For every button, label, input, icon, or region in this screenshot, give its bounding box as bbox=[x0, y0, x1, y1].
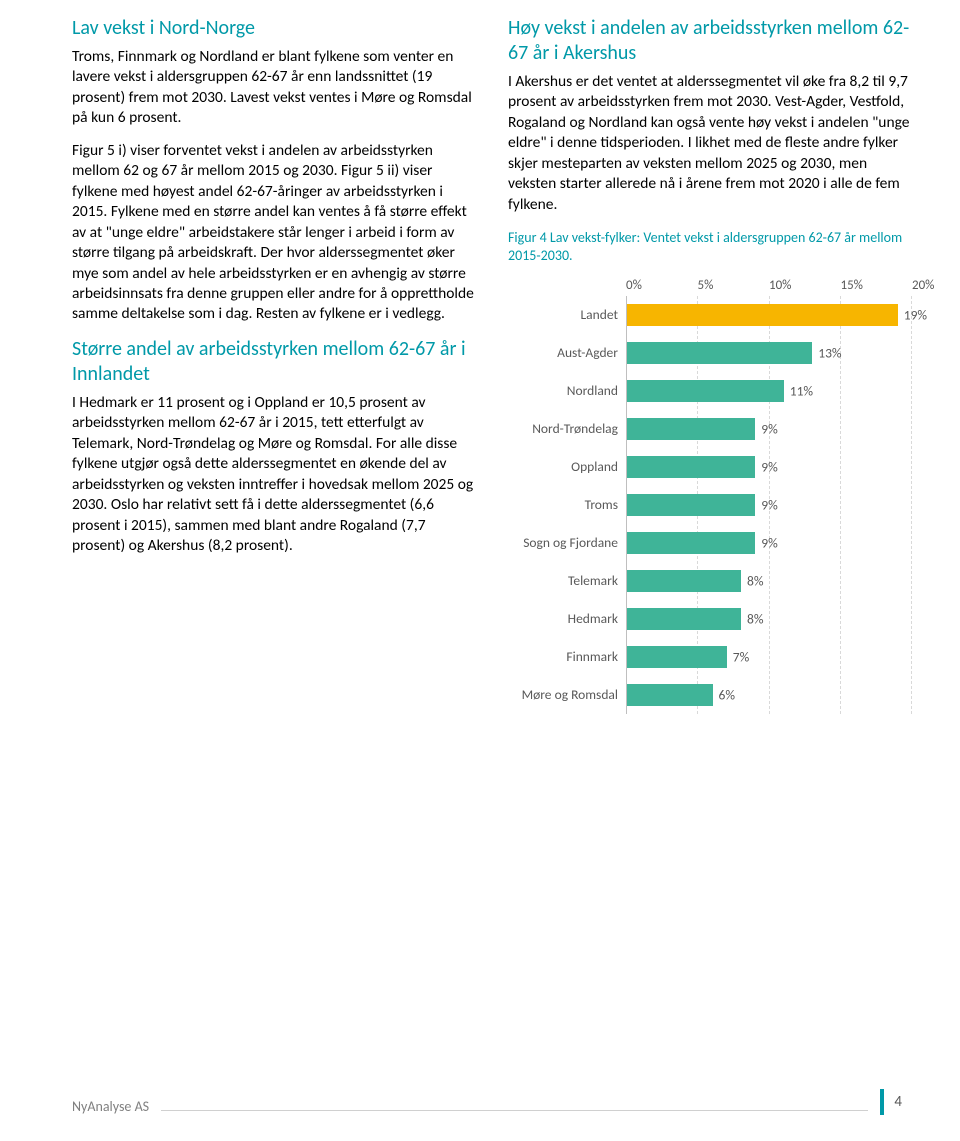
heading-lav-vekst: Lav vekst i Nord-Norge bbox=[72, 16, 476, 41]
bar-value-label: 6% bbox=[719, 686, 736, 703]
bar: 9% bbox=[627, 532, 755, 554]
bar-value-label: 9% bbox=[761, 534, 778, 551]
category-label: Hedmark bbox=[508, 600, 626, 638]
bar-row: 9% bbox=[627, 448, 912, 486]
bar: 8% bbox=[627, 608, 741, 630]
bar: 19% bbox=[627, 304, 898, 326]
bar: 11% bbox=[627, 380, 784, 402]
footer-rule bbox=[161, 1110, 868, 1111]
bar-value-label: 7% bbox=[733, 648, 750, 665]
plot-area: 19% 13% 11% 9% 9% 9% 9% 8% 8% 7% 6% bbox=[626, 296, 912, 714]
x-axis: 0%5%10%15%20% bbox=[508, 276, 912, 296]
category-label: Aust-Agder bbox=[508, 334, 626, 372]
bar: 9% bbox=[627, 494, 755, 516]
paragraph: Figur 5 i) viser forventet vekst i andel… bbox=[72, 141, 476, 325]
category-label: Oppland bbox=[508, 448, 626, 486]
category-label: Landet bbox=[508, 296, 626, 334]
left-column: Lav vekst i Nord-Norge Troms, Finnmark o… bbox=[72, 16, 476, 714]
paragraph: I Akershus er det ventet at alderssegmen… bbox=[508, 72, 912, 215]
category-label: Sogn og Fjordane bbox=[508, 524, 626, 562]
bar-value-label: 8% bbox=[747, 610, 764, 627]
bar: 13% bbox=[627, 342, 812, 364]
bar: 6% bbox=[627, 684, 713, 706]
bar-row: 11% bbox=[627, 372, 912, 410]
bar-row: 6% bbox=[627, 676, 912, 714]
paragraph: I Hedmark er 11 prosent og i Oppland er … bbox=[72, 393, 476, 557]
category-label: Nordland bbox=[508, 372, 626, 410]
bar-value-label: 9% bbox=[761, 496, 778, 513]
page-footer: NyAnalyse AS 4 bbox=[72, 1089, 912, 1115]
heading-storre-andel: Større andel av arbeidsstyrken mellom 62… bbox=[72, 337, 476, 387]
bar: 9% bbox=[627, 456, 755, 478]
bar-chart: 0%5%10%15%20% LandetAust-AgderNordlandNo… bbox=[508, 276, 912, 714]
bar: 7% bbox=[627, 646, 727, 668]
heading-hoy-vekst: Høy vekst i andelen av arbeidsstyrken me… bbox=[508, 16, 912, 66]
bar-value-label: 19% bbox=[904, 306, 927, 323]
category-label: Finnmark bbox=[508, 638, 626, 676]
category-label: Nord-Trøndelag bbox=[508, 410, 626, 448]
category-label: Møre og Romsdal bbox=[508, 676, 626, 714]
bar-row: 13% bbox=[627, 334, 912, 372]
bar-value-label: 9% bbox=[761, 420, 778, 437]
bar-row: 8% bbox=[627, 562, 912, 600]
bar-value-label: 13% bbox=[818, 344, 841, 361]
bar-value-label: 8% bbox=[747, 572, 764, 589]
footer-org: NyAnalyse AS bbox=[72, 1098, 149, 1115]
bar: 9% bbox=[627, 418, 755, 440]
bar-row: 9% bbox=[627, 410, 912, 448]
paragraph: Troms, Finnmark og Nordland er blant fyl… bbox=[72, 47, 476, 129]
bar-value-label: 9% bbox=[761, 458, 778, 475]
category-label: Troms bbox=[508, 486, 626, 524]
bar-row: 9% bbox=[627, 486, 912, 524]
bar-value-label: 11% bbox=[790, 382, 813, 399]
category-label: Telemark bbox=[508, 562, 626, 600]
page-number: 4 bbox=[880, 1089, 912, 1115]
y-axis-labels: LandetAust-AgderNordlandNord-TrøndelagOp… bbox=[508, 296, 626, 714]
bar-row: 7% bbox=[627, 638, 912, 676]
figure-caption: Figur 4 Lav vekst-fylker: Ventet vekst i… bbox=[508, 229, 912, 265]
bar-row: 8% bbox=[627, 600, 912, 638]
right-column: Høy vekst i andelen av arbeidsstyrken me… bbox=[508, 16, 912, 714]
bar-row: 9% bbox=[627, 524, 912, 562]
bar-row: 19% bbox=[627, 296, 912, 334]
bar: 8% bbox=[627, 570, 741, 592]
